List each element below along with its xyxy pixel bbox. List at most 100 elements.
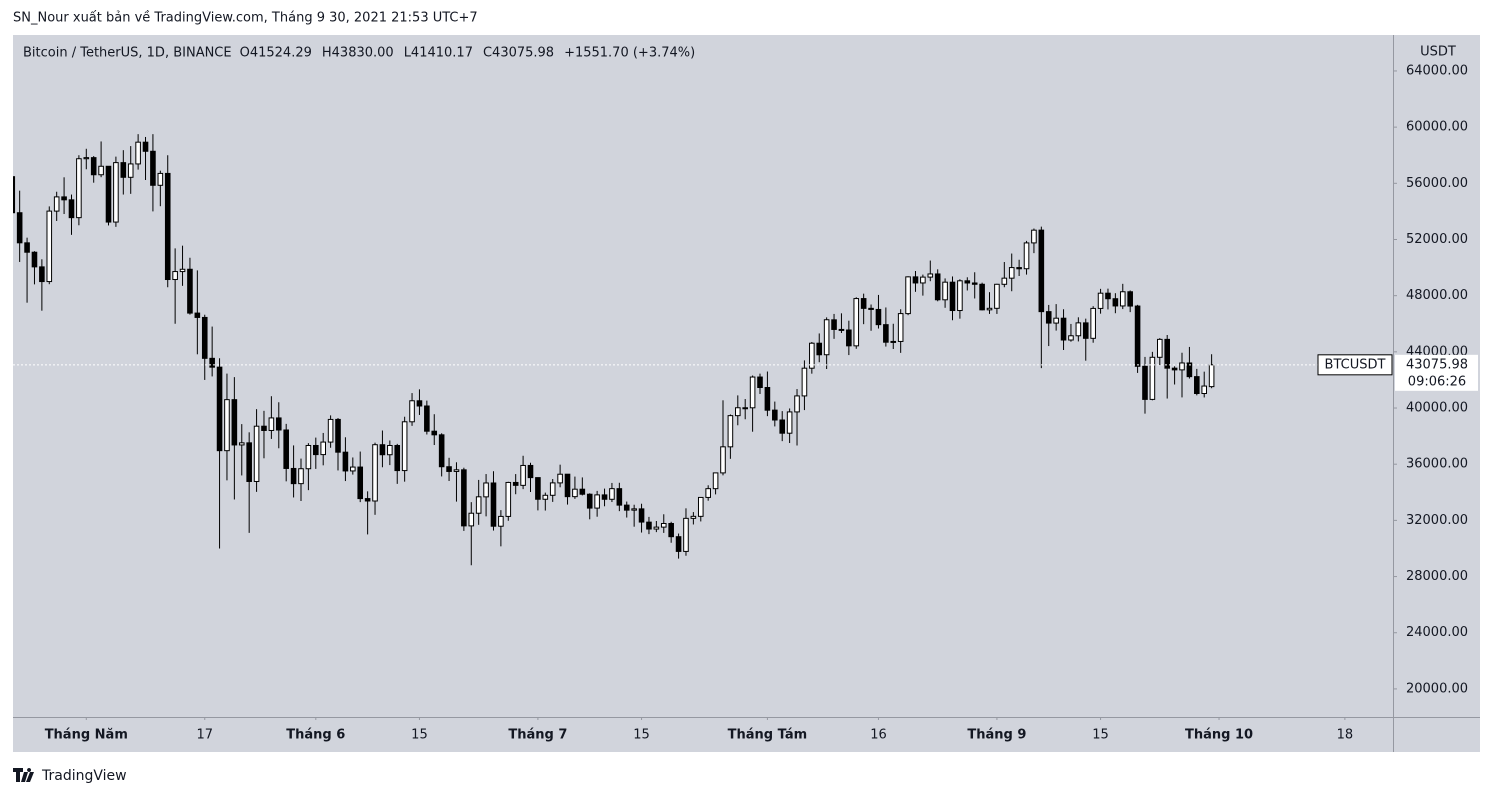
x-tick-label: 18	[1337, 728, 1354, 743]
y-tick-label: 20000.00	[1406, 681, 1468, 696]
candle-body	[742, 407, 748, 410]
candle-body	[860, 298, 867, 309]
y-tick-label: 48000.00	[1406, 288, 1468, 303]
ohlc-value: C43075.98	[483, 46, 554, 61]
candle-body	[779, 419, 786, 434]
candle-body	[668, 522, 674, 538]
candle-body	[1134, 305, 1141, 367]
candle-body	[253, 425, 260, 482]
candle-body	[1082, 322, 1089, 339]
candle-body	[1060, 317, 1067, 341]
candle-body	[727, 415, 734, 448]
candle-body	[1075, 322, 1082, 337]
candle-body	[749, 376, 756, 409]
candle-body	[187, 268, 193, 314]
candle-body	[535, 477, 541, 500]
candle-body	[549, 482, 556, 496]
candle-body	[601, 494, 608, 500]
x-tick-label: 16	[870, 728, 887, 743]
candle-body	[61, 196, 67, 201]
ohlc-value: L41410.17	[404, 46, 473, 61]
candle-body	[24, 242, 30, 253]
candle-body	[357, 466, 364, 500]
ohlc-value: H43830.00	[322, 46, 394, 61]
candle-body	[68, 199, 75, 219]
candle-body	[705, 488, 711, 498]
candle-body	[320, 441, 326, 456]
candle-body	[942, 281, 948, 301]
candle-body	[586, 493, 593, 509]
candle-body	[468, 512, 475, 527]
candle-body	[394, 445, 401, 472]
candle-body	[971, 282, 978, 285]
x-tick-label: Tháng 10	[1185, 728, 1253, 743]
candle-body	[313, 444, 319, 456]
candle-body	[1201, 385, 1208, 394]
candle-body	[483, 482, 489, 498]
x-tick-label: Tháng 9	[967, 728, 1026, 743]
x-tick-label: Tháng 6	[286, 728, 345, 743]
y-tick-label: 28000.00	[1406, 569, 1468, 584]
candle-body	[135, 141, 141, 165]
candle-body	[1001, 277, 1008, 285]
publisher-line: SN_Nour xuất bản về TradingView.com, Thá…	[13, 11, 478, 26]
candle-body	[1164, 338, 1170, 369]
candle-body	[683, 517, 689, 552]
candle-body	[461, 469, 467, 527]
candle-body	[1179, 362, 1185, 371]
candle-body	[520, 464, 526, 486]
candle-body	[912, 276, 919, 284]
candle-body	[179, 268, 186, 273]
candle-body	[927, 273, 934, 278]
candle-body	[342, 451, 349, 472]
brand: TradingView	[41, 768, 127, 784]
candle-body	[957, 280, 963, 312]
candle-body	[594, 494, 600, 509]
y-tick-label: 36000.00	[1406, 457, 1468, 472]
candle-body	[416, 400, 423, 407]
candle-body	[616, 488, 623, 506]
candle-body	[1097, 292, 1104, 309]
candle-body	[542, 494, 549, 500]
x-tick-label: 15	[1092, 728, 1109, 743]
candle-body	[53, 196, 60, 212]
candle-body	[142, 141, 149, 152]
candle-body	[949, 281, 956, 312]
candle-body	[653, 526, 660, 530]
candle-body	[1194, 376, 1200, 394]
candle-body	[216, 366, 223, 452]
candle-body	[675, 536, 682, 552]
candle-body	[875, 308, 882, 326]
candle-body	[372, 444, 378, 502]
x-tick-label: Tháng Tám	[728, 728, 808, 743]
ohlc-value: +1551.70 (+3.74%)	[564, 46, 695, 61]
candle-body	[905, 276, 911, 315]
candle-body	[13, 176, 16, 214]
candle-body	[453, 469, 460, 472]
candle-body	[1045, 311, 1052, 324]
candle-body	[579, 488, 586, 495]
candle-body	[1208, 364, 1215, 388]
candle-body	[246, 442, 252, 482]
candle-body	[816, 342, 823, 356]
candle-body	[409, 400, 415, 423]
candle-body	[1171, 367, 1178, 371]
x-tick-label: 17	[196, 728, 213, 743]
candle-body	[1038, 229, 1045, 313]
y-tick-label: 64000.00	[1406, 63, 1468, 78]
candle-body	[76, 158, 82, 219]
candle-body	[1149, 356, 1156, 400]
candle-body	[105, 165, 112, 223]
candle-body	[512, 481, 519, 486]
candle-body	[298, 468, 304, 485]
candle-body	[120, 162, 127, 178]
candle-body	[350, 466, 356, 472]
candle-body	[564, 473, 571, 498]
candle-body	[697, 496, 704, 517]
candle-body	[1008, 267, 1015, 279]
candle-body	[498, 515, 504, 527]
candle-body	[172, 271, 178, 281]
last-price-label: 43075.98	[1406, 357, 1468, 372]
candle-body	[764, 387, 771, 411]
candle-body	[1090, 307, 1096, 339]
